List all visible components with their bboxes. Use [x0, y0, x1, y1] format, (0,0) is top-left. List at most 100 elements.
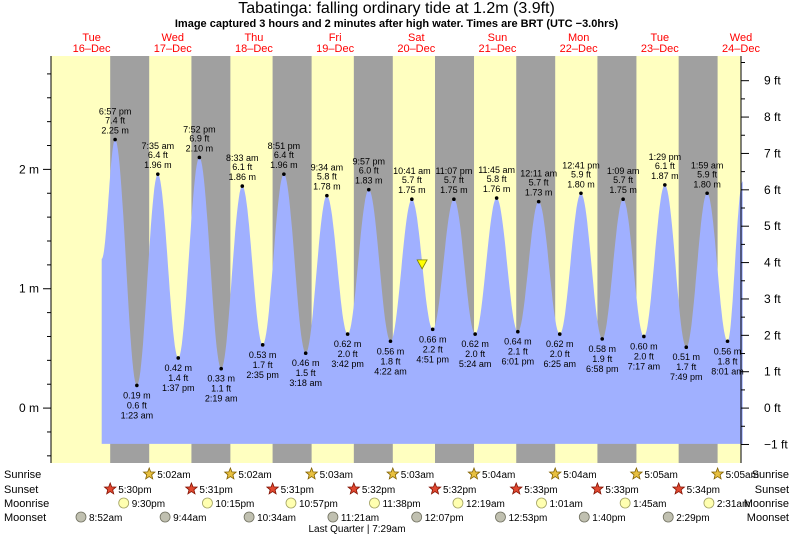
day-name-label: Wed — [730, 32, 752, 44]
high-tide-ft: 6.4 ft — [148, 150, 169, 160]
low-tide-time: 4:51 pm — [416, 354, 449, 364]
sunset-time: 5:32pm — [362, 485, 395, 496]
high-tide-ft: 5.7 ft — [402, 175, 423, 185]
moonset-time: 10:34am — [257, 513, 296, 524]
sunset-label-right: Sunset — [755, 484, 789, 496]
low-tide-m: 0.64 m — [504, 337, 532, 347]
high-tide-m: 1.80 m — [693, 179, 721, 189]
low-tide-point — [303, 351, 308, 355]
high-tide-point — [494, 196, 499, 200]
high-tide-time: 8:33 am — [226, 153, 259, 163]
chart-subtitle: Image captured 3 hours and 2 minutes aft… — [174, 18, 619, 30]
high-tide-ft: 5.9 ft — [697, 169, 718, 179]
right-tick-label: 2 ft — [764, 328, 781, 342]
low-tide-point — [219, 366, 223, 371]
day-name-label: Sat — [408, 32, 425, 44]
low-tide-m: 0.58 m — [588, 344, 616, 354]
sunrise-time: 5:02am — [157, 470, 190, 481]
low-tide-m: 0.62 m — [334, 339, 362, 349]
moonrise-icon — [619, 497, 631, 509]
high-tide-ft: 6.0 ft — [359, 166, 380, 176]
moonset-icon — [662, 511, 674, 523]
high-tide-point — [156, 172, 160, 176]
moonrise-label-left: Moonrise — [4, 498, 49, 510]
tide-area — [101, 139, 743, 444]
low-tide-ft: 1.7 ft — [676, 362, 697, 372]
sunrise-time: 5:05am — [726, 470, 759, 481]
moonrise-time: 10:15pm — [215, 499, 254, 510]
high-tide-time: 12:11 am — [520, 169, 557, 179]
moonrise-icon — [118, 497, 130, 509]
sunset-icon — [347, 481, 361, 495]
low-tide-m: 0.62 m — [461, 339, 489, 349]
low-tide-ft: 0.6 ft — [127, 400, 148, 410]
high-tide-time: 7:52 pm — [183, 124, 216, 134]
moonset-time: 12:53pm — [508, 513, 547, 524]
low-tide-time: 4:22 am — [374, 366, 407, 376]
day-date-label: 18–Dec — [235, 43, 273, 55]
sunset-icon — [590, 481, 605, 495]
high-tide-ft: 5.9 ft — [571, 169, 592, 179]
high-tide-point — [579, 191, 583, 196]
high-tide-m: 1.80 m — [567, 179, 595, 189]
high-tide-point — [113, 137, 117, 142]
low-tide-time: 5:24 am — [459, 359, 492, 369]
high-tide-point — [240, 184, 245, 188]
moonset-icon — [159, 511, 171, 523]
day-name-label: Sun — [488, 32, 508, 44]
moonset-icon — [243, 511, 255, 523]
high-tide-time: 10:41 am — [393, 166, 431, 176]
moonrise-icon — [703, 497, 715, 509]
low-tide-ft: 2.0 ft — [338, 349, 359, 359]
low-tide-m: 0.56 m — [714, 346, 742, 356]
right-tick-label: 8 ft — [764, 110, 781, 124]
sunset-icon — [509, 481, 523, 495]
left-tick-label: 1 m — [19, 282, 39, 296]
low-tide-m: 0.62 m — [546, 339, 574, 349]
sunrise-icon — [304, 466, 319, 480]
moonset-time: 11:21am — [341, 513, 379, 524]
high-tide-ft: 5.7 ft — [444, 175, 465, 185]
high-tide-ft: 5.7 ft — [613, 175, 634, 185]
high-tide-m: 1.75 m — [440, 185, 468, 195]
day-name-label: Thu — [244, 32, 263, 44]
sunrise-time: 5:03am — [401, 470, 434, 481]
moonset-icon — [411, 511, 423, 523]
moonrise-icon — [452, 497, 464, 509]
left-tick-label: 2 m — [19, 162, 39, 176]
high-tide-time: 1:59 am — [691, 160, 724, 170]
low-tide-time: 2:35 pm — [246, 370, 279, 380]
day-name-label: Tue — [82, 32, 101, 44]
day-date-label: 20–Dec — [397, 43, 435, 55]
low-tide-ft: 1.8 ft — [380, 356, 401, 366]
sunset-time: 5:33pm — [605, 485, 638, 496]
high-tide-point — [282, 172, 286, 176]
sunrise-time: 5:02am — [238, 470, 271, 481]
low-tide-m: 0.19 m — [123, 390, 151, 400]
right-tick-label: 6 ft — [764, 183, 781, 197]
low-tide-time: 7:49 pm — [670, 372, 703, 382]
high-tide-m: 2.25 m — [101, 126, 129, 136]
right-tick-label: 4 ft — [764, 256, 781, 270]
low-tide-time: 6:25 am — [543, 359, 576, 369]
sunrise-icon — [386, 466, 400, 480]
sunset-icon — [428, 481, 442, 495]
moonrise-icon — [285, 497, 297, 509]
low-tide-time: 2:19 am — [205, 394, 238, 404]
moonset-time: 8:52am — [89, 513, 122, 524]
moonrise-time: 11:38pm — [382, 499, 420, 510]
high-tide-point — [452, 197, 456, 202]
low-tide-ft: 2.1 ft — [508, 347, 529, 357]
low-tide-time: 6:01 pm — [502, 357, 535, 367]
high-tide-point — [325, 193, 329, 198]
day-name-label: Wed — [162, 32, 184, 44]
high-tide-point — [410, 197, 414, 202]
moonset-time: 9:44am — [173, 513, 206, 524]
day-date-label: 19–Dec — [316, 43, 354, 55]
right-tick-label: −1 ft — [764, 437, 788, 451]
sunset-time: 5:33pm — [524, 485, 557, 496]
moonrise-icon — [536, 497, 547, 509]
right-tick-label: 3 ft — [764, 292, 781, 306]
day-name-label: Tue — [651, 32, 670, 44]
low-tide-point — [260, 343, 265, 347]
